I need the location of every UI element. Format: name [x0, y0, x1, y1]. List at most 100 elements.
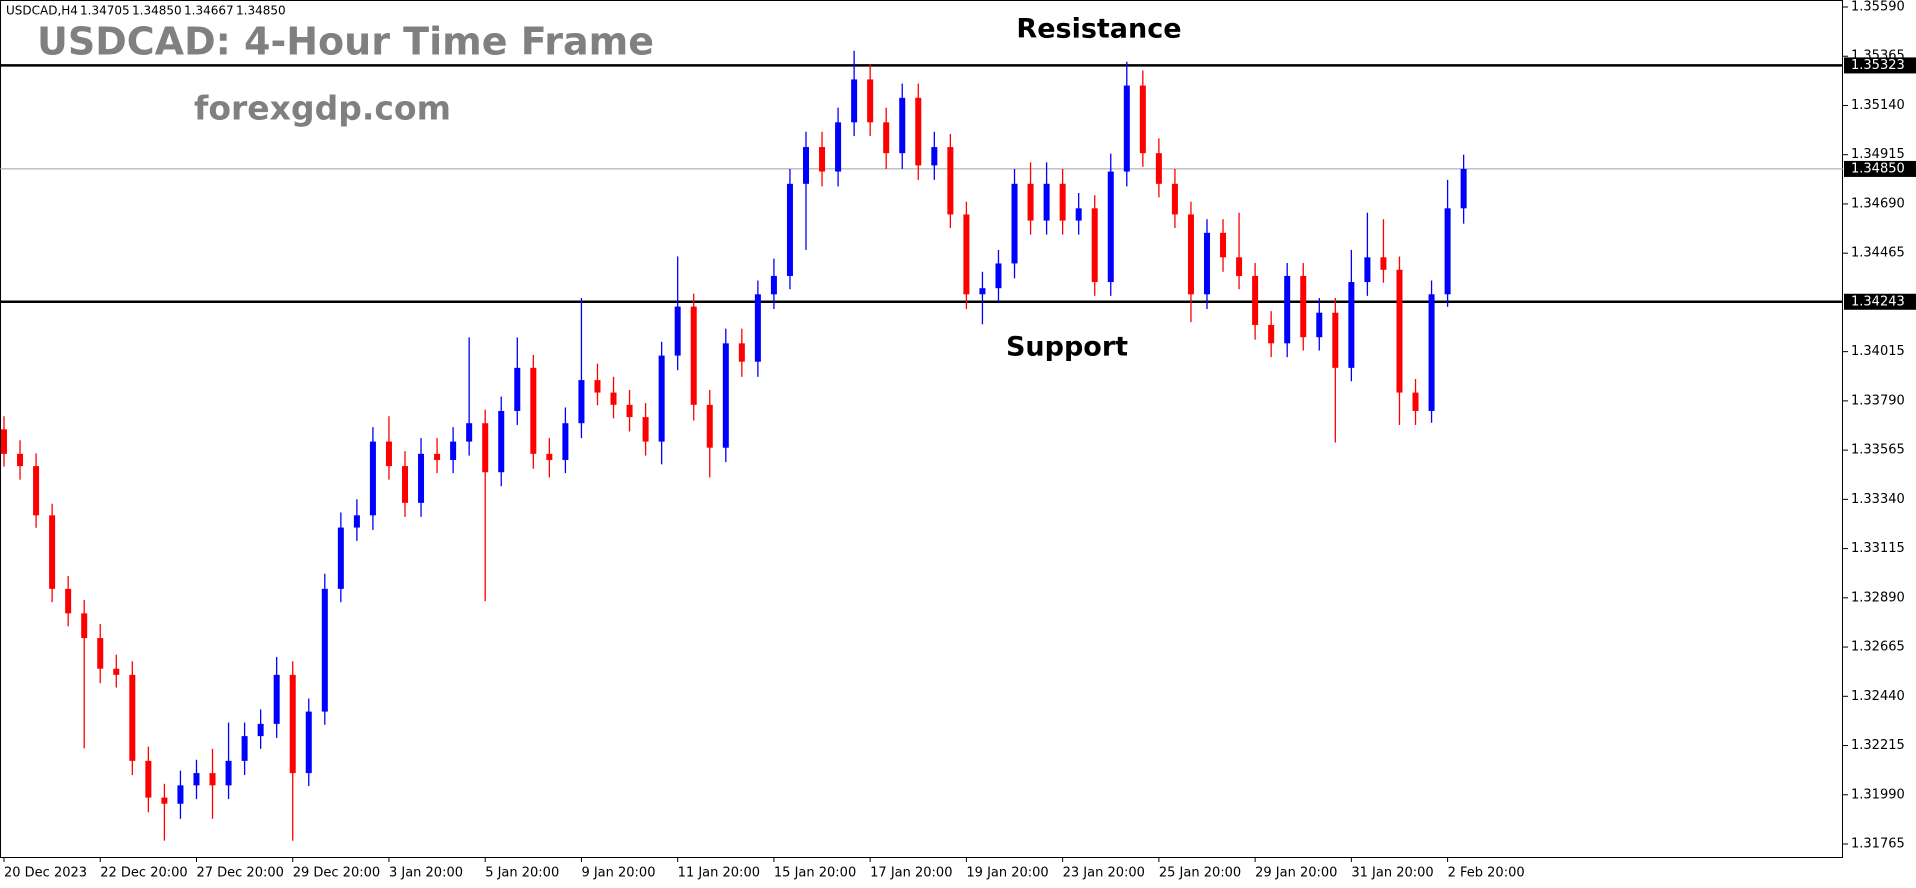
- y-tick-label: 1.34690: [1851, 196, 1905, 211]
- candle-body: [578, 380, 585, 424]
- candle-body: [129, 674, 136, 761]
- candle-body: [658, 355, 665, 442]
- candle-body: [305, 711, 312, 774]
- candle-body: [835, 122, 842, 172]
- candle-body: [1332, 312, 1339, 368]
- candle-body: [530, 367, 537, 454]
- y-tick-label: 1.33565: [1851, 443, 1905, 458]
- candle-body: [161, 797, 168, 804]
- candle-body: [177, 785, 184, 804]
- candle-body: [979, 288, 986, 295]
- header-value: 1.34850: [132, 4, 182, 18]
- candle-body: [1043, 183, 1050, 221]
- candle-body: [674, 306, 681, 356]
- candle-body: [1091, 208, 1098, 283]
- y-tick-label: 1.32440: [1851, 689, 1905, 704]
- x-tick-label: 31 Jan 20:00: [1351, 866, 1433, 881]
- candle-body: [1155, 153, 1162, 184]
- candle-body: [562, 423, 569, 460]
- x-tick-label: 23 Jan 20:00: [1063, 866, 1145, 881]
- candle-body: [145, 760, 152, 798]
- x-tick-label: 20 Dec 2023: [4, 866, 87, 881]
- candle-body: [434, 453, 441, 460]
- candle-body: [257, 723, 264, 737]
- bid-label-box: [1844, 160, 1916, 177]
- candle-body: [626, 404, 633, 418]
- bid-label: 1.34850: [1851, 161, 1905, 176]
- candle-body: [754, 294, 761, 362]
- y-tick-label: 1.35140: [1851, 98, 1905, 113]
- candle-body: [1268, 324, 1275, 344]
- x-tick-label: 9 Jan 20:00: [581, 866, 655, 881]
- candle-body: [786, 183, 793, 276]
- candle-body: [113, 668, 120, 675]
- candle-body: [337, 527, 344, 589]
- header-value: 1.34850: [236, 4, 286, 18]
- candle-body: [241, 736, 248, 761]
- candle-body: [498, 410, 505, 473]
- resistance-label: 1.35323: [1851, 58, 1905, 73]
- candle-body: [1396, 269, 1403, 393]
- candle-body: [1460, 168, 1467, 209]
- x-tick-label: 3 Jan 20:00: [389, 866, 463, 881]
- candle-body: [482, 423, 489, 473]
- candle-body: [899, 97, 906, 154]
- candle-body: [642, 417, 649, 442]
- x-tick-label: 17 Jan 20:00: [870, 866, 952, 881]
- y-tick-label: 1.32665: [1851, 640, 1905, 655]
- candle-body: [97, 638, 104, 669]
- candle-body: [706, 404, 713, 448]
- candle-body: [1364, 257, 1371, 283]
- candle-body: [690, 306, 697, 405]
- x-tick-label: 22 Dec 20:00: [100, 866, 187, 881]
- candle-body: [738, 343, 745, 362]
- x-tick-label: 5 Jan 20:00: [485, 866, 559, 881]
- candle-body: [1027, 183, 1034, 221]
- candle-body: [947, 147, 954, 215]
- candle-body: [1412, 392, 1419, 411]
- candle-body: [209, 773, 216, 786]
- candle-body: [1220, 232, 1227, 258]
- candle-body: [1011, 183, 1018, 264]
- y-tick-label: 1.32215: [1851, 738, 1905, 753]
- candle-body: [353, 515, 360, 528]
- candle-body: [402, 466, 408, 503]
- y-tick-label: 1.33790: [1851, 393, 1905, 408]
- candle-body: [33, 466, 40, 516]
- candle-body: [1171, 183, 1178, 215]
- candle-body: [803, 147, 809, 184]
- candle-body: [770, 275, 777, 295]
- candle-body: [289, 674, 296, 774]
- x-tick-label: 2 Feb 20:00: [1448, 866, 1525, 881]
- x-tick-label: 25 Jan 20:00: [1159, 866, 1241, 881]
- candle-body: [851, 79, 858, 123]
- x-tick-label: 15 Jan 20:00: [774, 866, 856, 881]
- header-symbol: USDCAD,H4: [6, 4, 78, 18]
- resistance-annotation: Resistance: [1016, 14, 1181, 45]
- candle-body: [385, 441, 392, 467]
- candle-body: [418, 453, 425, 503]
- candle-body: [819, 147, 826, 172]
- candle-body: [883, 122, 890, 154]
- y-tick-label: 1.34465: [1851, 246, 1905, 261]
- candle-body: [1123, 85, 1130, 172]
- candle-body: [610, 392, 617, 405]
- candle-body: [369, 441, 376, 516]
- candle-body: [931, 147, 938, 166]
- candle-body: [1284, 275, 1291, 344]
- candle-body: [1187, 214, 1194, 295]
- candle-body: [915, 97, 922, 166]
- y-tick-label: 1.32890: [1851, 590, 1905, 605]
- candle-body: [49, 515, 56, 589]
- header-value: 1.34705: [80, 4, 130, 18]
- y-tick-label: 1.35590: [1851, 0, 1905, 15]
- candle-body: [995, 263, 1002, 289]
- y-tick-label: 1.33115: [1851, 541, 1905, 556]
- candle-body: [1444, 208, 1451, 295]
- candle-body: [867, 79, 874, 123]
- candle-body: [193, 773, 200, 786]
- support-label-box: [1844, 293, 1916, 310]
- x-tick-label: 27 Dec 20:00: [196, 866, 283, 881]
